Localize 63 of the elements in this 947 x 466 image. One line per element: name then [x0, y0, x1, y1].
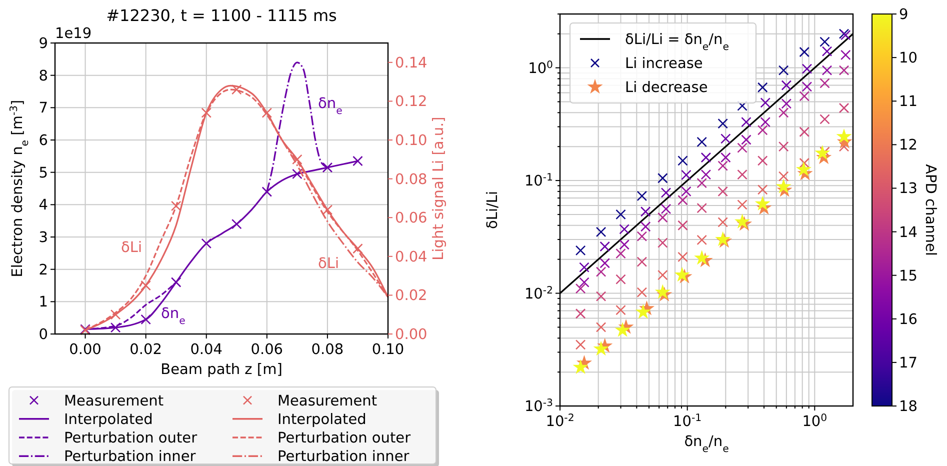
color-bar-label: 15 [899, 268, 918, 284]
x-tick-label: 0.06 [250, 342, 284, 358]
color-bar-label: 16 [899, 312, 918, 328]
legend-label: Interpolated [278, 412, 366, 428]
chart-title: #12230, t = 1100 - 1115 ms [106, 6, 337, 25]
x-tick-label: 0.04 [190, 342, 223, 358]
y-tick-label: 10$^{0}$ [528, 59, 553, 77]
y-tick-label: 0 [38, 327, 48, 343]
y2-tick-label: 0.08 [395, 172, 428, 188]
legend-label: Measurement [64, 393, 164, 410]
y2-axis-title: Light signal Li [a.u.] [431, 116, 447, 260]
legend-label: Interpolated [64, 412, 153, 428]
x-tick-label: 0.08 [311, 342, 344, 358]
x-tick-label: 0.00 [69, 342, 102, 358]
y-tick-label: 2 [38, 262, 48, 278]
x-axis-title: Beam path z [m] [160, 362, 282, 378]
legend-label: δLi/Li = δn$_{e}$/n$_{e}$ [625, 32, 729, 52]
y2-tick-label: 0.04 [395, 249, 428, 266]
y-tick-label: 10$^{-3}$ [524, 398, 553, 415]
y2-tick-label: 0.12 [395, 94, 428, 110]
y-tick-label: 8 [38, 68, 48, 84]
x-tick-label: 10$^{0}$ [802, 412, 828, 430]
legend-label: Perturbation outer [64, 430, 198, 446]
x-axis-title: δn$_{e}$/n$_{e}$ [684, 434, 729, 454]
color-bar-label: 18 [899, 399, 918, 415]
y2-tick-label: 0.02 [395, 288, 428, 304]
y2-tick-label: 0.06 [395, 210, 428, 227]
y-tick-label: 5 [38, 165, 48, 182]
y-tick-label: 4 [38, 198, 48, 214]
legend-label: Measurement [278, 393, 378, 410]
legend-label: Perturbation outer [278, 430, 411, 446]
x-tick-label: 10$^{-2}$ [546, 412, 574, 430]
y2-tick-label: 0.10 [395, 133, 428, 149]
color-bar-label: 13 [899, 181, 918, 198]
color-bar-label: 11 [899, 94, 918, 110]
y2-tick-label: 0.14 [395, 55, 428, 72]
color-bar-title: APD channel [922, 164, 938, 256]
y-tick-label: 9 [38, 36, 48, 52]
annotation: δn$_{e}$ [161, 306, 186, 326]
legend-label: Li decrease [625, 80, 708, 96]
annotation: δLi [318, 256, 339, 272]
y-tick-label: 3 [38, 230, 48, 246]
color-bar-label: 14 [899, 224, 918, 241]
legend-label: Perturbation inner [278, 449, 410, 466]
y-tick-label: 10$^{-1}$ [524, 172, 553, 190]
annotation: δLi [121, 240, 142, 256]
annotation: δn$_{e}$ [318, 96, 342, 116]
color-bar-label: 17 [899, 355, 918, 372]
y-tick-label: 10$^{-2}$ [524, 284, 553, 302]
y-tick-label: 6 [38, 133, 48, 149]
x-tick-label: 0.02 [130, 342, 162, 358]
text: 1e19 [55, 26, 92, 42]
y-tick-label: 1 [38, 294, 48, 311]
x-tick-label: 0.10 [372, 342, 404, 358]
y-tick-label: 7 [38, 100, 48, 117]
color-bar-label: 9 [899, 7, 908, 23]
x-tick-label: 10$^{-1}$ [673, 412, 702, 430]
y2-tick-label: 0.00 [395, 327, 428, 343]
legend-label: Perturbation inner [64, 449, 196, 466]
color-bar-label: 10 [899, 50, 918, 67]
legend-label: Li increase [625, 56, 703, 72]
y-axis-title: δLi/Li [485, 191, 501, 229]
color-bar-label: 12 [899, 138, 918, 154]
